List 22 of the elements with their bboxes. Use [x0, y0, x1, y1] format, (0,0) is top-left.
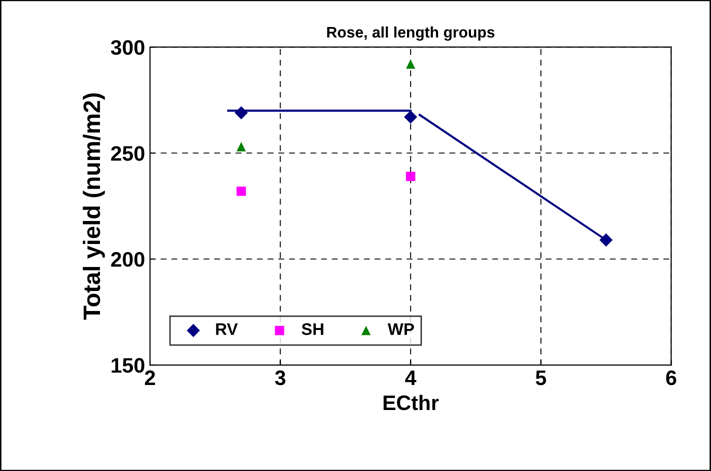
point	[599, 233, 613, 247]
legend-label: WP	[388, 323, 414, 335]
point	[406, 59, 416, 69]
y-tick-label: 150	[112, 358, 144, 373]
y-axis-title: Total yield (num/m2)	[82, 93, 105, 320]
y-tick-label: 300	[110, 40, 144, 55]
x-tick-label: 2	[144, 370, 155, 385]
legend-label: SH	[302, 323, 324, 336]
x-tick-label: 6	[666, 370, 676, 386]
point	[236, 186, 246, 196]
x-axis-title: ECthr	[384, 394, 439, 410]
legend-label: RV	[216, 323, 238, 335]
x-tick-label: 5	[536, 370, 546, 386]
y-tick-label: 200	[111, 252, 144, 267]
point	[406, 172, 416, 182]
x-tick-label: 4	[405, 370, 416, 385]
point	[234, 106, 248, 120]
point	[404, 110, 418, 124]
x-tick-label: 3	[275, 370, 286, 386]
point	[236, 142, 246, 152]
y-tick-label: 250	[111, 146, 144, 161]
chart-title: Rose, all length groups	[327, 26, 494, 41]
